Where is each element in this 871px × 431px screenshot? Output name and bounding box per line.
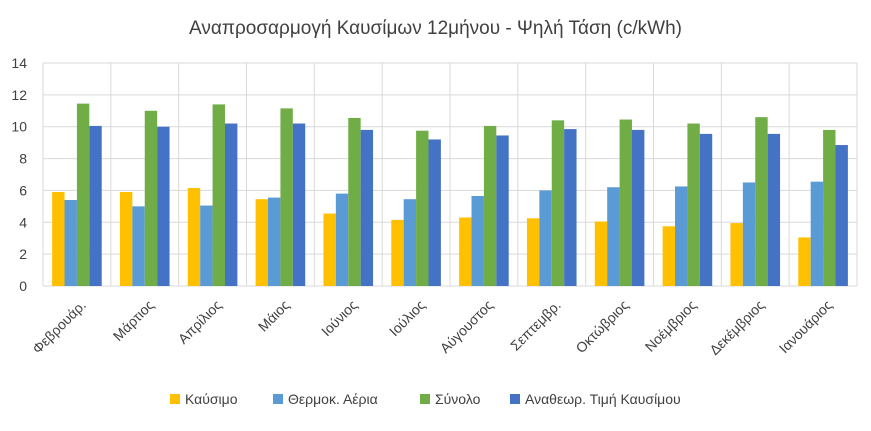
bar-4-8 bbox=[564, 129, 577, 286]
x-tick-label: Ιούλιος bbox=[386, 297, 429, 340]
bar-2-9 bbox=[607, 187, 620, 286]
x-tick-label: Οκτώβριος bbox=[572, 297, 631, 356]
x-tick-label: Αύγουστος bbox=[437, 297, 497, 357]
bar-1-4 bbox=[255, 199, 269, 286]
legend-label: Αναθεωρ. Τιμή Καυσίμου bbox=[525, 391, 681, 407]
bar-1-10 bbox=[662, 226, 676, 286]
bar-4-1 bbox=[89, 125, 102, 287]
legend-label: Σύνολο bbox=[435, 391, 481, 407]
bar-4-6 bbox=[428, 139, 441, 286]
x-tick-label: Δεκέμβριος bbox=[706, 297, 767, 358]
bar-1-12 bbox=[798, 237, 811, 286]
y-tick-label: 6 bbox=[19, 182, 27, 198]
bar-1-7 bbox=[459, 217, 472, 286]
bar-4-7 bbox=[496, 135, 509, 286]
legend-label: Καύσιμο bbox=[185, 391, 238, 407]
bar-2-2 bbox=[132, 206, 145, 286]
bar-3-9 bbox=[619, 119, 632, 287]
y-tick-label: 10 bbox=[11, 119, 27, 135]
y-tick-label: 8 bbox=[19, 151, 27, 167]
x-tick-label: Ιανουάριος bbox=[776, 297, 836, 357]
bar-1-11 bbox=[730, 223, 743, 286]
bar-2-1 bbox=[64, 199, 77, 286]
bar-2-5 bbox=[335, 193, 349, 286]
x-tick-label: Φεβρουάρ. bbox=[29, 297, 89, 357]
bar-4-3 bbox=[224, 123, 238, 287]
bar-3-7 bbox=[483, 125, 497, 287]
y-axis-ticks: 0 2 4 6 8 10 12 14 bbox=[11, 55, 27, 294]
x-tick-label: Νοέμβριος bbox=[642, 297, 700, 355]
bar-2-4 bbox=[268, 197, 281, 286]
bar-4-2 bbox=[157, 126, 170, 286]
bar-3-12 bbox=[823, 129, 836, 286]
bar-4-9 bbox=[631, 129, 645, 286]
bar-2-8 bbox=[539, 190, 552, 286]
bar-3-1 bbox=[76, 103, 90, 286]
y-tick-label: 2 bbox=[19, 246, 27, 262]
x-axis-ticks: Φεβρουάρ. Μάρτιος Απρίλιος Μάιος Ιούνιος Ιούλ… bbox=[29, 297, 835, 358]
legend-swatch bbox=[510, 394, 520, 404]
bar-3-4 bbox=[280, 108, 293, 287]
x-tick-label: Απρίλιος bbox=[175, 297, 225, 347]
bar-3-10 bbox=[687, 123, 700, 287]
bar-3-5 bbox=[348, 117, 361, 286]
bar-2-6 bbox=[403, 199, 417, 286]
bar-1-8 bbox=[526, 218, 540, 286]
bar-2-10 bbox=[675, 186, 688, 286]
bar-4-10 bbox=[699, 133, 713, 286]
bar-1-6 bbox=[391, 219, 404, 286]
legend-swatch bbox=[170, 394, 180, 404]
legend-swatch bbox=[420, 394, 430, 404]
bar-1-3 bbox=[187, 188, 201, 286]
x-tick-label: Μάιος bbox=[255, 297, 293, 335]
x-tick-label: Μάρτιος bbox=[110, 297, 157, 344]
bar-4-4 bbox=[292, 123, 306, 287]
bar-3-8 bbox=[551, 120, 565, 286]
y-tick-label: 4 bbox=[19, 214, 27, 230]
bar-1-1 bbox=[52, 192, 65, 286]
bar-3-2 bbox=[144, 110, 158, 287]
chart-title: Αναπροσαρμογή Καυσίμων 12μήνου - Ψηλή Τά… bbox=[189, 18, 682, 39]
bar-4-11 bbox=[767, 133, 781, 286]
bar-1-9 bbox=[594, 221, 608, 286]
legend-swatch bbox=[273, 394, 283, 404]
bar-4-5 bbox=[360, 129, 374, 286]
bar-3-11 bbox=[755, 117, 768, 287]
y-tick-label: 14 bbox=[11, 55, 27, 71]
y-tick-label: 12 bbox=[11, 87, 27, 103]
bar-1-5 bbox=[323, 213, 336, 286]
bar-4-12 bbox=[835, 145, 848, 286]
legend-label: Θερμοκ. Αέρια bbox=[288, 391, 378, 407]
bar-1-2 bbox=[119, 192, 133, 286]
y-tick-label: 0 bbox=[19, 278, 27, 294]
bar-2-7 bbox=[471, 196, 484, 286]
x-tick-label: Ιούνιος bbox=[318, 297, 361, 340]
bar-3-6 bbox=[416, 130, 429, 286]
bar-2-3 bbox=[200, 205, 213, 286]
legend: Καύσιμο Θερμοκ. Αέρια Σύνολο Αναθεωρ. Τιμή … bbox=[170, 391, 681, 407]
bar-3-3 bbox=[212, 104, 225, 287]
gridlines bbox=[42, 62, 858, 287]
bars bbox=[52, 103, 848, 287]
bar-2-12 bbox=[810, 181, 824, 286]
bar-2-11 bbox=[742, 182, 756, 286]
x-tick-label: Σεπτεμβρ. bbox=[507, 297, 564, 354]
